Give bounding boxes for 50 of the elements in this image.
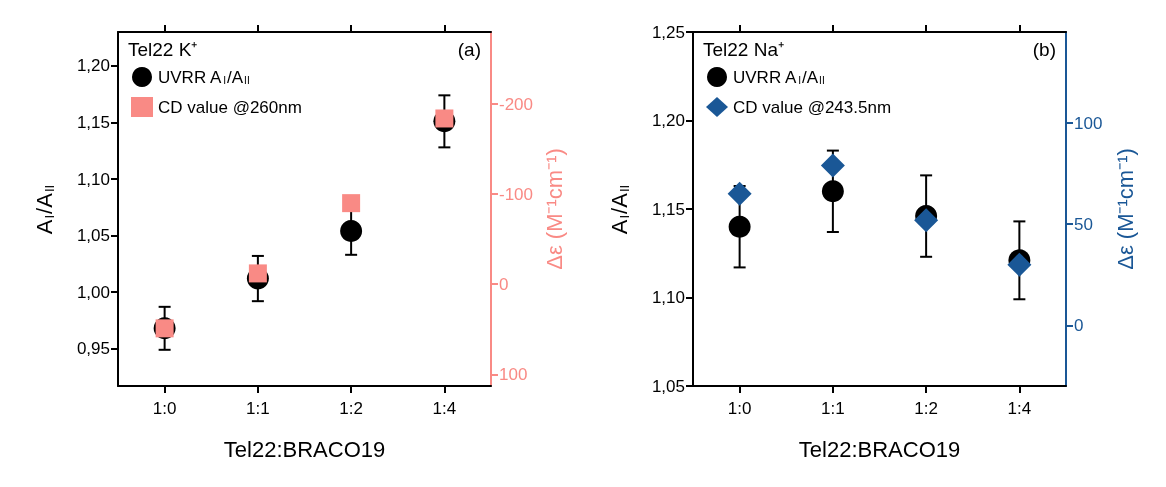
x-tick-label: 1:0 <box>727 399 752 418</box>
y-tick-label: 1,05 <box>651 376 685 396</box>
y2-tick-label: -100 <box>499 184 534 204</box>
annotation: Tel22 K⁺ <box>128 39 198 60</box>
y2-axis-title: Δε (M⁻¹cm⁻¹) <box>542 148 568 270</box>
y-axis-title: AI/AII <box>607 184 633 235</box>
point <box>340 220 363 243</box>
point <box>435 109 454 128</box>
point <box>727 181 752 206</box>
y2-tick-label: 50 <box>1074 214 1093 234</box>
point <box>728 215 751 238</box>
x-tick-label: 1:2 <box>914 399 938 418</box>
y-tick-label: 1,15 <box>76 112 110 132</box>
y2-tick-label: 100 <box>499 364 528 384</box>
x-tick-label: 1:4 <box>1007 399 1032 418</box>
point <box>248 264 267 283</box>
point <box>821 180 844 203</box>
y-tick-label: 1,20 <box>651 111 685 130</box>
y-tick-label: 1,05 <box>76 226 110 246</box>
point <box>914 208 939 233</box>
point <box>342 194 361 213</box>
y2-tick-label: 0 <box>1074 315 1084 335</box>
x-tick-label: 1:1 <box>246 399 270 418</box>
y2-tick-label: -200 <box>499 94 534 114</box>
point <box>1007 252 1032 277</box>
annotation: Tel22 Na⁺ <box>703 39 784 60</box>
annotation: (a) <box>457 39 482 60</box>
x-tick-label: 1:4 <box>432 399 457 418</box>
x-axis-title: Tel22:BRACO19 <box>223 436 386 462</box>
y-tick-label: 1,10 <box>651 288 685 307</box>
x-tick-label: 1:2 <box>339 399 363 418</box>
legend-label: UVRR AI/AII <box>158 67 250 87</box>
y2-axis-title: Δε (M⁻¹cm⁻¹) <box>1112 148 1138 270</box>
x-axis-title: Tel22:BRACO19 <box>798 436 961 462</box>
y2-tick-label: 100 <box>1074 113 1103 133</box>
x-tick-label: 1:1 <box>821 399 845 418</box>
legend-label: UVRR AI/AII <box>733 67 825 87</box>
point <box>820 153 845 178</box>
y-tick-label: 1,20 <box>76 56 110 76</box>
y-tick-label: 1,00 <box>76 282 110 302</box>
y2-tick-label: 0 <box>499 274 509 294</box>
y-tick-label: 1,15 <box>651 199 685 219</box>
y-tick-label: 1,25 <box>651 22 685 42</box>
legend-label: CD value @260nm <box>158 97 302 117</box>
y-tick-label: 1,10 <box>76 169 110 189</box>
y-tick-label: 0,95 <box>76 339 110 359</box>
annotation: (b) <box>1032 39 1057 60</box>
x-tick-label: 1:0 <box>152 399 177 418</box>
y-axis-title: AI/AII <box>32 184 58 235</box>
legend-label: CD value @243.5nm <box>733 97 892 117</box>
